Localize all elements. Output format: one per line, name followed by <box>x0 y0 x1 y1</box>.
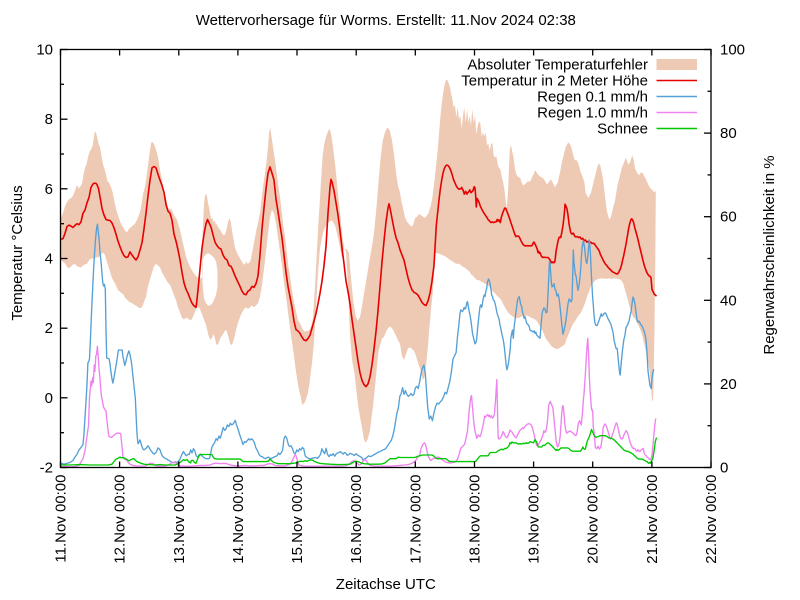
svg-text:2: 2 <box>45 320 53 337</box>
svg-text:12.Nov 00:00: 12.Nov 00:00 <box>112 475 129 564</box>
svg-text:20.Nov 00:00: 20.Nov 00:00 <box>585 475 602 564</box>
svg-text:16.Nov 00:00: 16.Nov 00:00 <box>348 475 365 564</box>
svg-text:Regen 0.1 mm/h: Regen 0.1 mm/h <box>537 89 648 106</box>
svg-text:Temperatur in 2 Meter Höhe: Temperatur in 2 Meter Höhe <box>461 73 648 90</box>
svg-text:13.Nov 00:00: 13.Nov 00:00 <box>171 475 188 564</box>
svg-text:11.Nov 00:00: 11.Nov 00:00 <box>53 475 70 563</box>
svg-text:19.Nov 00:00: 19.Nov 00:00 <box>526 475 543 564</box>
svg-text:Zeitachse UTC: Zeitachse UTC <box>336 576 436 593</box>
svg-text:4: 4 <box>45 251 53 268</box>
svg-text:6: 6 <box>45 181 53 198</box>
svg-text:80: 80 <box>720 125 737 142</box>
svg-text:15.Nov 00:00: 15.Nov 00:00 <box>289 475 306 564</box>
svg-text:100: 100 <box>720 42 745 59</box>
svg-text:Temperatur °Celsius: Temperatur °Celsius <box>9 185 26 320</box>
svg-text:18.Nov 00:00: 18.Nov 00:00 <box>467 475 484 564</box>
svg-text:0: 0 <box>720 460 728 477</box>
svg-text:Regen 1.0 mm/h: Regen 1.0 mm/h <box>537 105 648 122</box>
svg-text:Absoluter Temperaturfehler: Absoluter Temperaturfehler <box>467 57 648 74</box>
svg-text:60: 60 <box>720 209 737 226</box>
svg-text:14.Nov 00:00: 14.Nov 00:00 <box>230 475 247 564</box>
svg-text:-2: -2 <box>40 460 53 477</box>
svg-text:10: 10 <box>36 42 53 59</box>
svg-text:17.Nov 00:00: 17.Nov 00:00 <box>407 475 424 564</box>
svg-text:40: 40 <box>720 292 737 309</box>
svg-text:20: 20 <box>720 376 737 393</box>
svg-text:8: 8 <box>45 111 53 128</box>
svg-text:Wettervorhersage für Worms. Er: Wettervorhersage für Worms. Erstellt: 11… <box>196 12 576 29</box>
svg-text:Schnee: Schnee <box>597 121 648 138</box>
svg-text:22.Nov 00:00: 22.Nov 00:00 <box>703 475 720 564</box>
svg-text:21.Nov 00:00: 21.Nov 00:00 <box>644 475 661 564</box>
svg-text:Regenwahrscheinlichkeit in %: Regenwahrscheinlichkeit in % <box>761 155 778 354</box>
svg-text:0: 0 <box>45 390 53 407</box>
